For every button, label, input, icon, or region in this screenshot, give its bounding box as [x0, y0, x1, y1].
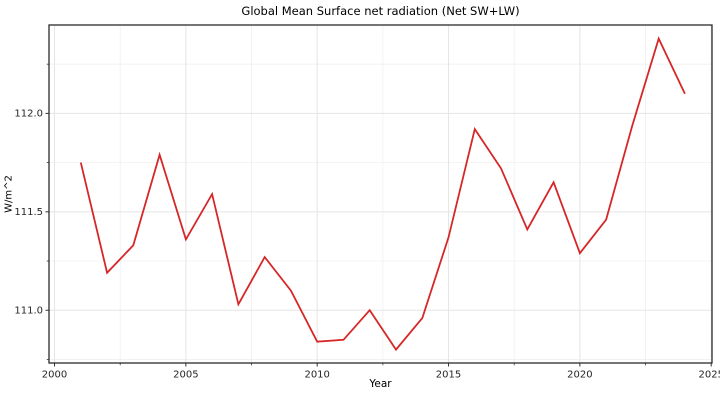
y-tick-label: 111.5	[14, 207, 43, 218]
x-tick-label: 2020	[567, 370, 592, 381]
x-tick-label: 2000	[42, 370, 67, 381]
y-tick-label: 112.0	[14, 109, 43, 120]
data-series-line	[79, 36, 686, 352]
x-tick-label: 2025	[698, 370, 720, 381]
x-axis-label: Year	[369, 378, 392, 390]
x-tick-label: 2015	[436, 370, 461, 381]
y-tick-label: 111.0	[14, 306, 43, 317]
chart-title: Global Mean Surface net radiation (Net S…	[241, 4, 520, 18]
y-axis-label: W/m^2	[3, 175, 15, 213]
plot-border	[48, 24, 713, 364]
x-tick-label: 2005	[173, 370, 198, 381]
x-tick-label: 2010	[304, 370, 329, 381]
